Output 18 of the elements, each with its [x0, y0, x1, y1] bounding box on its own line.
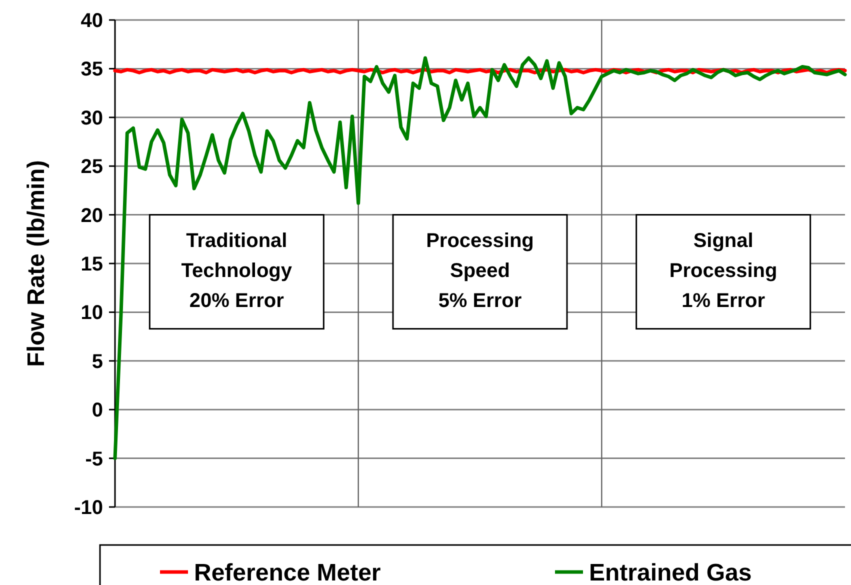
y-tick-label: 25 [80, 156, 103, 178]
y-axis-title: Flow Rate (lb/min) [23, 160, 50, 367]
y-tick-label: -10 [74, 497, 103, 519]
annotation: Traditional Technology 20% Error [181, 230, 293, 312]
y-tick-label: 30 [80, 107, 103, 130]
legend-label: Entrained Gas [589, 559, 752, 585]
annotation: Processing Speed 5% Error [426, 230, 534, 312]
y-tick-label: -5 [85, 448, 103, 470]
y-tick-label: 0 [92, 400, 103, 422]
legend-label: Reference Meter [194, 559, 381, 585]
annotation: Signal Processing 1% Error [669, 230, 778, 312]
y-tick-label: 10 [80, 302, 103, 324]
y-tick-label: 35 [80, 58, 103, 81]
y-tick-label: 5 [92, 350, 103, 373]
y-tick-label: 15 [80, 254, 103, 276]
y-tick-label: 40 [80, 10, 103, 32]
y-tick-label: 20 [80, 204, 103, 227]
line-series [113, 56, 847, 460]
